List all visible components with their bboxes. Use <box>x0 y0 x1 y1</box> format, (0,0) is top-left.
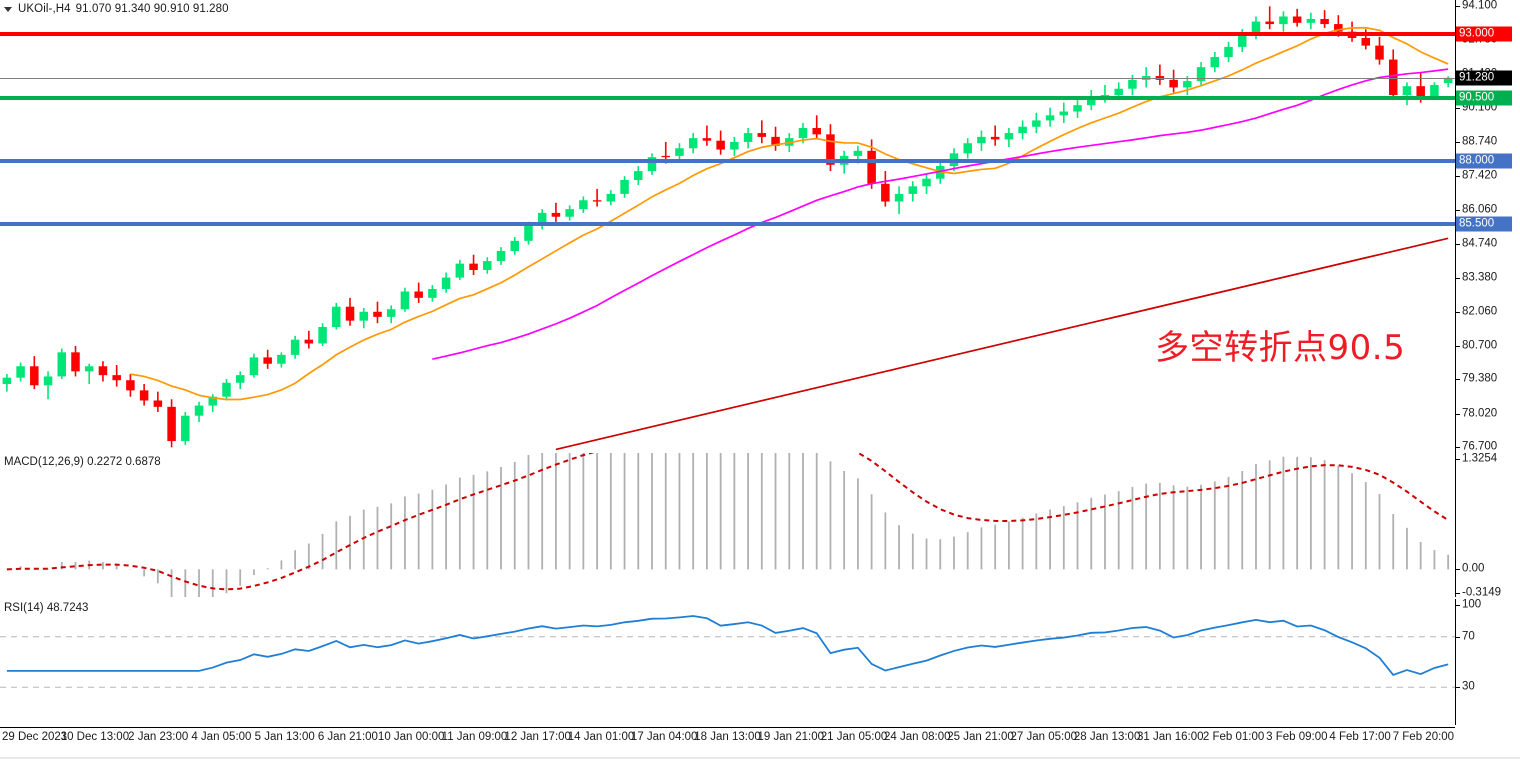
macd-axis: 1.3254 0.00 -0.3149 <box>1455 452 1519 599</box>
price-axis-label: 94.100 <box>1462 0 1498 12</box>
price-axis-label: 90.100 <box>1462 101 1498 114</box>
rsi-axis-label: 70 <box>1462 630 1475 643</box>
time-axis-label: 5 Jan 13:00 <box>254 731 315 743</box>
price-axis-tick <box>1456 413 1460 415</box>
macd-axis-label: 0.00 <box>1462 562 1485 575</box>
level-line-support-88[interactable] <box>0 158 1455 163</box>
time-axis-label: 27 Jan 05:00 <box>1010 731 1078 743</box>
level-line-pivot-90-5[interactable] <box>0 95 1455 100</box>
price-axis-tick <box>1456 379 1460 381</box>
price-axis-tick <box>1456 447 1460 449</box>
time-axis-label: 10 Jan 00:00 <box>377 731 445 743</box>
macd-signal-line <box>6 453 1449 591</box>
time-axis-label: 14 Jan 01:00 <box>567 731 635 743</box>
price-axis-label: 80.700 <box>1462 339 1498 352</box>
rsi-title-label: RSI(14) 48.7243 <box>4 602 89 614</box>
chart-annotation-text[interactable]: 多空转折点90.5 <box>1155 328 1406 368</box>
price-axis-label: 79.380 <box>1462 372 1498 385</box>
macd-axis-tick <box>1456 593 1460 594</box>
rsi-svg <box>0 615 1455 688</box>
price-axis-tick <box>1456 142 1460 144</box>
rsi-axis-label: 30 <box>1462 680 1475 693</box>
macd-plot-area[interactable] <box>0 453 1455 597</box>
price-axis-tick <box>1456 243 1460 245</box>
price-axis-tick <box>1456 175 1460 177</box>
price-axis-label: 78.020 <box>1462 407 1498 420</box>
time-axis-label: 31 Jan 16:00 <box>1137 731 1204 743</box>
price-chip-current-price[interactable]: 91.280 <box>1456 70 1512 86</box>
time-axis-label: 11 Jan 09:00 <box>441 731 508 743</box>
rsi-plot-area[interactable] <box>0 599 1455 725</box>
rsi-axis-tick <box>1456 636 1460 638</box>
rsi-axis-label: 100 <box>1462 598 1482 611</box>
time-axis-label: 17 Jan 04:00 <box>630 731 698 743</box>
time-axis-label: 12 Jan 17:00 <box>504 731 571 743</box>
price-axis-tick <box>1456 6 1460 8</box>
macd-svg <box>6 453 1450 597</box>
time-axis[interactable]: 29 Dec 2021 30 Dec 13:00 2 Jan 23:00 4 Jan … <box>0 727 1520 759</box>
rsi-axis-tick <box>1456 687 1460 689</box>
time-axis-label: 6 Jan 21:00 <box>317 731 378 743</box>
price-axis-tick <box>1456 278 1460 280</box>
time-axis-label: 2 Jan 23:00 <box>128 731 189 743</box>
macd-axis-label: 1.3254 <box>1462 452 1498 465</box>
time-axis-label: 3 Feb 09:00 <box>1266 731 1328 743</box>
level-line-support-85-5[interactable] <box>0 222 1455 227</box>
price-chip-resistance-93[interactable]: 93.000 <box>1456 26 1512 42</box>
price-axis-tick <box>1456 311 1460 313</box>
price-axis-tick <box>1456 107 1460 109</box>
rsi-axis-tick <box>1456 605 1460 606</box>
time-axis-label: 25 Jan 21:00 <box>947 731 1014 743</box>
price-axis-label: 86.060 <box>1462 203 1498 216</box>
ohlc-values-label: 91.070 91.340 90.910 91.280 <box>75 3 229 15</box>
time-axis-label: 19 Jan 21:00 <box>757 731 825 743</box>
candlestick-svg <box>2 6 1453 451</box>
time-axis-label: 28 Jan 13:00 <box>1073 731 1141 743</box>
symbol-timeframe-label: UKOil-,H4 <box>18 3 71 15</box>
macd-title-label: MACD(12,26,9) 0.2272 0.6878 <box>4 456 161 468</box>
time-axis-label: 18 Jan 13:00 <box>694 731 761 743</box>
time-axis-label: 2 Feb 01:00 <box>1202 731 1265 743</box>
time-axis-label: 4 Jan 05:00 <box>191 731 252 743</box>
triangle-down-icon[interactable] <box>4 6 12 12</box>
price-axis-tick <box>1456 346 1460 347</box>
rsi-line <box>6 615 1449 676</box>
price-axis-tick <box>1456 210 1460 212</box>
time-axis-label: 4 Feb 17:00 <box>1329 731 1391 743</box>
level-line-current-price[interactable] <box>0 77 1455 79</box>
time-axis-label: 30 Dec 13:00 <box>60 731 130 743</box>
macd-histogram-group <box>19 453 1450 597</box>
macd-axis-tick <box>1456 459 1460 460</box>
symbol-quote-bar[interactable]: UKOil-,H4 91.070 91.340 90.910 91.280 <box>4 3 229 15</box>
time-axis-rule <box>0 727 1455 728</box>
price-axis-label: 88.740 <box>1462 135 1498 148</box>
price-chip-support-88[interactable]: 88.000 <box>1456 153 1512 169</box>
window-bottom-edge <box>0 757 1520 759</box>
time-axis-label: 7 Feb 20:00 <box>1392 731 1455 743</box>
price-axis-label: 76.700 <box>1462 440 1498 453</box>
time-axis-label: 21 Jan 05:00 <box>820 731 888 743</box>
macd-axis-label: -0.3149 <box>1462 586 1502 599</box>
price-plot-area[interactable] <box>0 0 1455 455</box>
price-axis-label: 82.060 <box>1462 305 1498 318</box>
time-axis-label: 29 Dec 2021 <box>2 731 68 743</box>
macd-axis-tick <box>1456 569 1460 571</box>
moving-average-group <box>130 26 1449 451</box>
rsi-axis: 100 70 30 <box>1455 599 1519 725</box>
price-axis-label: 83.380 <box>1462 271 1498 284</box>
candle-group <box>2 6 1453 448</box>
price-chip-pivot-90-5[interactable]: 90.500 <box>1456 90 1512 106</box>
price-axis-label: 84.740 <box>1462 237 1498 250</box>
time-axis-label: 24 Jan 08:00 <box>884 731 951 743</box>
price-chip-support-85-5[interactable]: 85.500 <box>1456 216 1512 232</box>
price-axis-label: 87.420 <box>1462 169 1498 182</box>
level-line-resistance-93[interactable] <box>0 32 1455 37</box>
